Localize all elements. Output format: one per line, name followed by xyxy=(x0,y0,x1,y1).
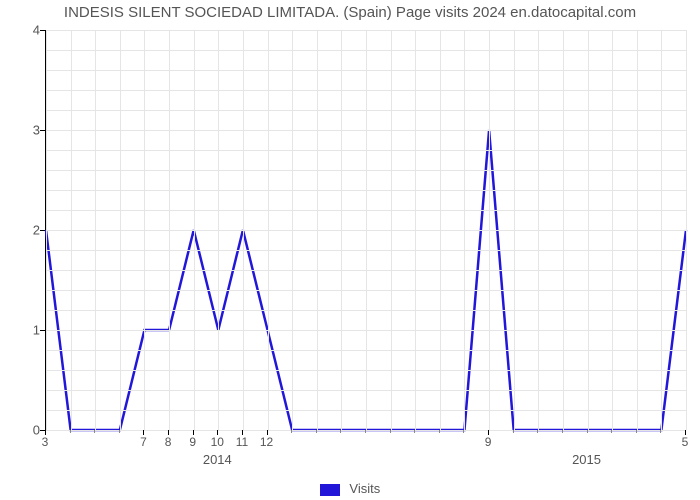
grid-line-v xyxy=(95,30,96,430)
x-minor-tick xyxy=(587,430,588,433)
grid-line-v xyxy=(686,30,687,430)
grid-line-v xyxy=(268,30,269,430)
grid-line-v xyxy=(366,30,367,430)
grid-line-v xyxy=(588,30,589,430)
x-tick-label: 3 xyxy=(42,435,49,449)
x-minor-tick xyxy=(537,430,538,433)
x-minor-tick xyxy=(94,430,95,433)
y-tick-label: 2 xyxy=(10,223,40,238)
x-group-label: 2015 xyxy=(572,452,601,467)
x-minor-tick xyxy=(414,430,415,433)
x-minor-tick xyxy=(70,430,71,433)
grid-line-v xyxy=(292,30,293,430)
x-minor-tick xyxy=(562,430,563,433)
y-tick xyxy=(40,30,45,31)
grid-line-v xyxy=(514,30,515,430)
x-tick-label: 11 xyxy=(236,435,248,449)
chart-container: INDESIS SILENT SOCIEDAD LIMITADA. (Spain… xyxy=(0,0,700,500)
grid-line-v xyxy=(218,30,219,430)
grid-line-v xyxy=(46,30,47,430)
legend-swatch xyxy=(320,484,340,496)
x-minor-tick xyxy=(611,430,612,433)
x-tick-label: 9 xyxy=(485,435,492,449)
x-minor-tick xyxy=(660,430,661,433)
grid-line-v xyxy=(194,30,195,430)
x-group-label: 2014 xyxy=(203,452,232,467)
y-tick-label: 0 xyxy=(10,423,40,438)
y-tick xyxy=(40,330,45,331)
x-minor-tick xyxy=(340,430,341,433)
grid-line-v xyxy=(637,30,638,430)
x-tick-label: 9 xyxy=(189,435,196,449)
legend-label: Visits xyxy=(349,481,380,496)
grid-line-v xyxy=(489,30,490,430)
x-tick-label: 8 xyxy=(165,435,172,449)
chart-title: INDESIS SILENT SOCIEDAD LIMITADA. (Spain… xyxy=(0,4,700,21)
x-tick-label: 12 xyxy=(260,435,273,449)
grid-line-v xyxy=(464,30,465,430)
grid-line-v xyxy=(120,30,121,430)
x-tick-label: 10 xyxy=(211,435,224,449)
legend: Visits xyxy=(0,481,700,496)
grid-line-v xyxy=(243,30,244,430)
x-minor-tick xyxy=(636,430,637,433)
grid-line-v xyxy=(144,30,145,430)
grid-line-v xyxy=(341,30,342,430)
x-minor-tick xyxy=(463,430,464,433)
grid-line-v xyxy=(391,30,392,430)
grid-line-v xyxy=(661,30,662,430)
x-minor-tick xyxy=(365,430,366,433)
x-minor-tick xyxy=(513,430,514,433)
grid-line-h xyxy=(46,430,686,431)
grid-line-v xyxy=(538,30,539,430)
grid-line-v xyxy=(169,30,170,430)
x-minor-tick xyxy=(316,430,317,433)
x-minor-tick xyxy=(291,430,292,433)
y-tick xyxy=(40,130,45,131)
y-tick xyxy=(40,230,45,231)
x-tick-label: 7 xyxy=(140,435,147,449)
grid-line-v xyxy=(71,30,72,430)
grid-line-v xyxy=(440,30,441,430)
grid-line-v xyxy=(317,30,318,430)
x-minor-tick xyxy=(439,430,440,433)
y-tick-label: 3 xyxy=(10,123,40,138)
grid-line-v xyxy=(563,30,564,430)
grid-line-v xyxy=(612,30,613,430)
x-minor-tick xyxy=(390,430,391,433)
y-tick-label: 1 xyxy=(10,323,40,338)
plot-area xyxy=(45,30,686,431)
x-minor-tick xyxy=(119,430,120,433)
x-tick-label: 5 xyxy=(682,435,689,449)
y-tick-label: 4 xyxy=(10,23,40,38)
grid-line-v xyxy=(415,30,416,430)
